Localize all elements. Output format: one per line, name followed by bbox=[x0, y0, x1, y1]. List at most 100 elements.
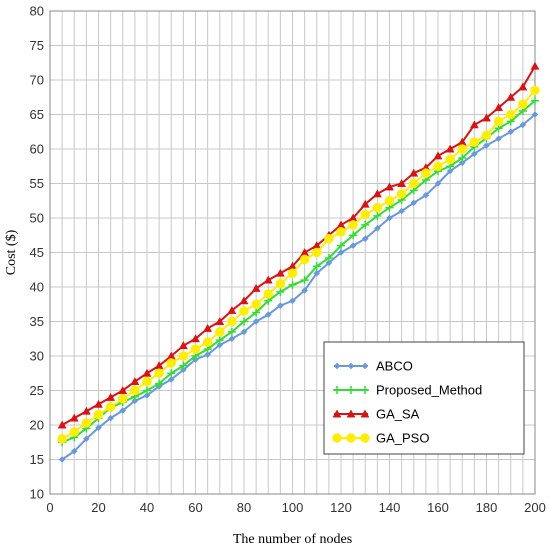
data-point-ga-sa bbox=[94, 399, 103, 408]
data-point-ga-sa bbox=[469, 120, 479, 129]
data-point-ga-sa bbox=[203, 323, 213, 332]
data-point-ga-sa bbox=[445, 144, 455, 153]
y-tick-label: 70 bbox=[30, 73, 44, 88]
data-point-ga-pso bbox=[384, 196, 395, 206]
x-tick-label: 0 bbox=[46, 500, 53, 515]
data-point-ga-pso bbox=[445, 154, 455, 165]
data-point-proposed-method bbox=[288, 280, 297, 289]
data-point-abco bbox=[337, 249, 345, 256]
data-point-abco bbox=[119, 407, 127, 414]
data-point-abco bbox=[349, 242, 357, 249]
x-tick-label: 60 bbox=[188, 500, 202, 515]
data-point-proposed-method bbox=[167, 369, 176, 378]
data-point-abco bbox=[131, 397, 139, 405]
data-point-abco bbox=[107, 414, 114, 422]
y-tick-label: 45 bbox=[30, 245, 44, 260]
y-tick-label: 35 bbox=[30, 314, 44, 329]
data-point-ga-sa bbox=[239, 296, 249, 305]
data-point-ga-pso bbox=[57, 434, 67, 444]
data-point-ga-sa bbox=[81, 406, 91, 415]
data-point-ga-sa bbox=[227, 305, 237, 314]
data-point-abco bbox=[58, 456, 66, 463]
data-point-ga-sa bbox=[191, 334, 200, 343]
legend-marker-proposed-method bbox=[347, 386, 355, 394]
y-tick-label: 50 bbox=[30, 211, 44, 226]
data-point-ga-pso bbox=[348, 220, 358, 230]
data-point-abco bbox=[471, 150, 478, 158]
plot-area-border bbox=[49, 10, 536, 495]
data-point-abco bbox=[313, 269, 321, 277]
y-tick-label: 40 bbox=[30, 280, 44, 295]
data-point-abco bbox=[216, 341, 224, 349]
data-point-ga-pso bbox=[239, 306, 249, 316]
legend-label-proposed-method: Proposed_Method bbox=[376, 383, 482, 398]
x-tick-label: 180 bbox=[476, 500, 498, 515]
data-point-ga-sa bbox=[372, 189, 382, 198]
data-point-ga-pso bbox=[469, 137, 480, 147]
data-point-abco bbox=[289, 297, 296, 305]
x-tick-label: 80 bbox=[237, 500, 251, 515]
data-point-ga-sa bbox=[530, 61, 540, 70]
data-point-abco bbox=[434, 180, 442, 187]
data-point-ga-pso bbox=[299, 254, 310, 265]
data-point-ga-pso bbox=[190, 344, 201, 354]
y-tick-label: 55 bbox=[30, 176, 44, 191]
data-point-ga-sa bbox=[275, 268, 285, 277]
data-point-proposed-method bbox=[155, 379, 164, 388]
data-point-abco bbox=[95, 424, 102, 432]
data-point-ga-sa bbox=[263, 275, 273, 284]
data-point-abco bbox=[228, 335, 236, 343]
data-point-ga-sa bbox=[215, 316, 225, 325]
data-point-proposed-method bbox=[312, 262, 321, 271]
data-point-ga-sa bbox=[360, 199, 370, 208]
data-point-abco bbox=[240, 328, 248, 336]
data-point-ga-pso bbox=[312, 247, 322, 258]
data-point-ga-pso bbox=[493, 116, 504, 127]
legend-marker-ga-pso bbox=[332, 433, 342, 443]
data-point-ga-sa bbox=[506, 92, 516, 101]
y-tick-label: 25 bbox=[30, 383, 44, 398]
data-point-ga-pso bbox=[81, 418, 92, 428]
data-point-ga-sa bbox=[69, 413, 79, 422]
data-point-ga-pso bbox=[530, 85, 540, 96]
data-point-ga-pso bbox=[481, 130, 492, 140]
data-point-ga-sa bbox=[130, 377, 140, 385]
data-point-proposed-method bbox=[240, 317, 248, 326]
data-point-proposed-method bbox=[337, 241, 345, 250]
data-point-proposed-method bbox=[179, 361, 188, 370]
data-point-abco bbox=[167, 376, 175, 383]
x-tick-label: 100 bbox=[282, 500, 304, 515]
data-point-ga-pso bbox=[433, 161, 443, 171]
series-ga-pso bbox=[57, 85, 540, 444]
data-point-proposed-method bbox=[227, 327, 236, 336]
data-point-ga-sa bbox=[336, 220, 346, 229]
data-point-proposed-method bbox=[373, 211, 382, 220]
data-point-ga-pso bbox=[130, 385, 140, 396]
x-tick-label: 200 bbox=[524, 500, 546, 515]
series-line-proposed-method bbox=[61, 99, 536, 444]
series-ga-sa bbox=[57, 61, 540, 429]
data-point-ga-pso bbox=[154, 368, 164, 378]
data-point-ga-sa bbox=[106, 392, 116, 401]
data-point-abco bbox=[446, 167, 454, 175]
y-tick-label: 75 bbox=[30, 38, 44, 53]
data-point-ga-pso bbox=[409, 178, 419, 189]
data-point-abco bbox=[301, 287, 308, 294]
data-point-ga-sa bbox=[118, 385, 128, 394]
data-point-ga-sa bbox=[409, 168, 419, 177]
data-point-ga-pso bbox=[360, 209, 370, 220]
data-point-ga-sa bbox=[385, 182, 394, 191]
data-point-proposed-method bbox=[531, 96, 539, 105]
data-point-abco bbox=[495, 135, 502, 143]
data-point-ga-sa bbox=[178, 341, 188, 350]
legend-label-ga-sa: GA_SA bbox=[376, 407, 420, 422]
legend-marker-ga-sa bbox=[360, 409, 370, 418]
data-point-ga-pso bbox=[93, 409, 104, 420]
data-point-ga-pso bbox=[215, 327, 225, 337]
legend-marker-abco bbox=[347, 362, 355, 370]
data-point-ga-sa bbox=[142, 368, 152, 377]
data-point-ga-sa bbox=[397, 178, 407, 187]
y-tick-label: 80 bbox=[30, 4, 44, 19]
legend-marker-proposed-method bbox=[361, 386, 369, 394]
